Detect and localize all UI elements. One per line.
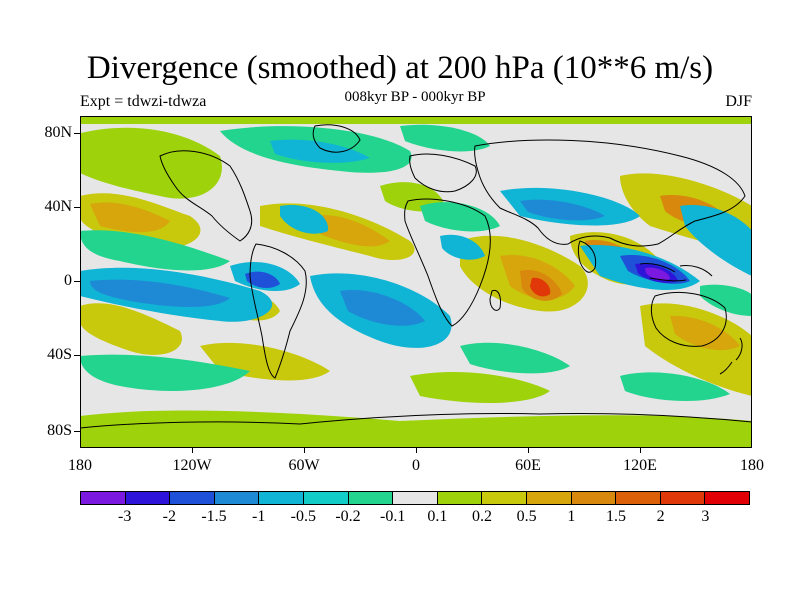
contour-region [420, 202, 500, 232]
contour-region [700, 284, 752, 316]
antarctica-coast [80, 412, 752, 429]
colorbar-label: -0.2 [335, 508, 361, 525]
contour-region [245, 271, 280, 288]
lat-tick [74, 281, 80, 282]
europe-coast [409, 153, 477, 193]
maritime-continent-coast [639, 263, 713, 282]
colorbar-label: 1 [567, 508, 576, 525]
colorbar-label: 1.5 [606, 508, 626, 525]
contour-region [90, 279, 230, 307]
contour-region [640, 303, 752, 396]
lon-tick-label: 180 [740, 457, 764, 474]
lon-tick-label: 60E [515, 457, 541, 474]
lon-tick-label: 0 [412, 457, 420, 474]
colorbar-bin [303, 492, 349, 504]
africa-coast [404, 198, 491, 327]
australia-coast [650, 291, 727, 347]
lat-tick [74, 355, 80, 356]
lat-tick [74, 431, 80, 432]
colorbar-bin [259, 492, 304, 504]
season-label: DJF [725, 93, 752, 110]
colorbar-bin [526, 492, 572, 504]
divergence-negative-regions [80, 124, 752, 402]
colorbar-bin [616, 492, 661, 504]
north-america-coast [159, 150, 253, 242]
contour-region [645, 267, 670, 281]
madagascar-coast [489, 289, 501, 311]
lon-tick [192, 448, 193, 453]
chart-subtitle: 008kyr BP - 000kyr BP [344, 89, 486, 105]
colorbar-bin [660, 492, 706, 504]
colorbar-bin [705, 492, 749, 504]
experiment-label: Expt = tdwzi-tdwza [80, 93, 207, 110]
colorbar-label: -0.5 [290, 508, 316, 525]
colorbar-bin [214, 492, 260, 504]
colorbar [80, 491, 750, 505]
contour-region [670, 315, 740, 351]
lon-tick-label: 60W [288, 457, 320, 474]
contour-region [80, 127, 222, 199]
lon-tick [304, 448, 305, 453]
divergence-map [80, 116, 752, 448]
lon-tick [640, 448, 641, 453]
colorbar-label: 0.5 [516, 508, 537, 525]
lat-tick-label: 80N [44, 124, 72, 141]
colorbar-label: -2 [162, 508, 176, 525]
contour-region [270, 139, 370, 163]
contour-region [90, 202, 170, 233]
lat-tick-label: 40N [44, 198, 72, 215]
contour-region [80, 354, 250, 391]
colorbar-label: -1.5 [201, 508, 227, 525]
colorbar-bin [393, 492, 438, 504]
lon-tick [416, 448, 417, 453]
colorbar-bin [482, 492, 527, 504]
greenland-coast [312, 124, 361, 153]
colorbar-label: -0.1 [379, 508, 406, 525]
colorbar-label: -1 [251, 508, 266, 525]
contour-region [620, 372, 730, 402]
lat-tick-label: 0 [64, 272, 72, 289]
contour-region [310, 215, 390, 247]
colorbar-label: -3 [117, 508, 132, 525]
contour-region [80, 410, 752, 448]
contour-region [80, 230, 230, 271]
colorbar-label: 0.2 [472, 508, 492, 525]
contour-region [280, 205, 329, 234]
lon-tick-label: 120W [172, 457, 212, 474]
colorbar-bin [81, 492, 126, 504]
colorbar-bin [571, 492, 617, 504]
colorbar-bin [125, 492, 171, 504]
map-panel [80, 116, 752, 448]
contour-region [80, 303, 182, 355]
colorbar-label: 3 [701, 508, 710, 525]
lon-tick-label: 120E [623, 457, 657, 474]
asia-coast [474, 139, 746, 247]
chart-title: Divergence (smoothed) at 200 hPa (10**6 … [86, 50, 714, 86]
contour-region [520, 199, 605, 221]
lat-tick [74, 133, 80, 134]
colorbar-bin [437, 492, 483, 504]
india-coast [578, 240, 597, 273]
lon-tick-label: 180 [68, 457, 92, 474]
colorbar-bin [170, 492, 215, 504]
contour-region [530, 277, 551, 297]
contour-region [80, 116, 752, 124]
colorbar-bin [348, 492, 394, 504]
contour-region [400, 124, 490, 152]
coastlines [80, 124, 752, 429]
lat-tick [74, 207, 80, 208]
contour-region [410, 371, 550, 403]
new-zealand-coast [719, 337, 743, 375]
contour-region [460, 342, 570, 374]
contour-region [440, 234, 485, 260]
lon-tick [528, 448, 529, 453]
colorbar-label: 0.1 [427, 508, 448, 525]
lat-tick-label: 40S [47, 346, 72, 363]
contour-region [340, 290, 425, 326]
south-america-coast [249, 243, 307, 379]
lat-tick-label: 80S [47, 422, 72, 439]
contour-region [680, 205, 752, 276]
colorbar-label: 2 [656, 508, 665, 525]
